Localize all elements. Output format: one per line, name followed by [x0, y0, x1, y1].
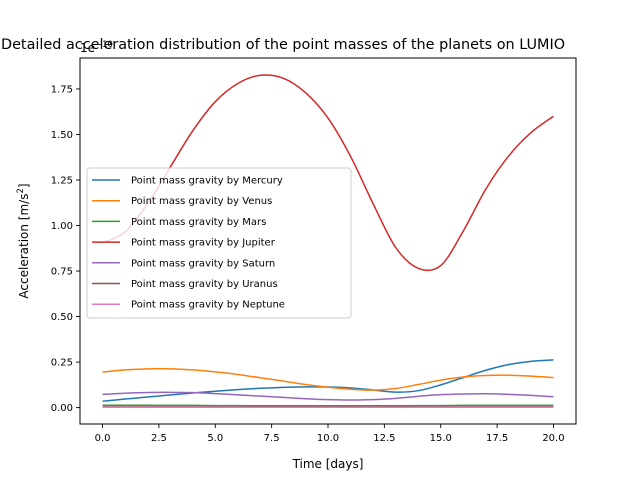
series-line-3: [102, 404, 554, 407]
y-axis-label: Acceleration [m/s2]: [16, 183, 31, 298]
legend-label: Point mass gravity by Mercury: [131, 176, 283, 187]
x-tick-label: 7.5: [264, 433, 280, 444]
y-tick-label: 0.25: [51, 358, 73, 369]
x-axis: 0.0 2.5 5.0 7.5 10.0 12.5 15.0 17.5 20.0: [95, 424, 565, 444]
legend-label: Point mass gravity by Neptune: [131, 300, 285, 311]
series-layer: [102, 74, 554, 408]
x-tick-label: 5.0: [207, 433, 223, 444]
legend-box: [86, 167, 352, 319]
y-tick-label: 0.00: [51, 403, 73, 414]
y-tick-label: 0.50: [51, 312, 73, 323]
y-tick-label: 1.75: [51, 84, 73, 95]
legend-label: Point mass gravity by Mars: [131, 217, 266, 228]
y-tick-label: 1.50: [51, 130, 73, 141]
series-line-4: [102, 74, 554, 272]
x-tick-label: 12.5: [373, 433, 395, 444]
y-tick-label: 1.25: [51, 176, 73, 187]
x-tick-label: 0.0: [95, 433, 111, 444]
legend: Point mass gravity by Mercury Point mass …: [86, 167, 352, 319]
x-tick-label: 2.5: [151, 433, 167, 444]
legend-label: Point mass gravity by Venus: [131, 196, 272, 207]
series-line-2: [102, 367, 554, 391]
x-tick-label: 20.0: [542, 433, 564, 444]
series-line-5: [102, 391, 554, 401]
x-tick-label: 15.0: [430, 433, 452, 444]
chart-title: Detailed acceleration distribution of th…: [1, 37, 565, 53]
x-tick-label: 17.5: [486, 433, 508, 444]
y-axis: 0.00 0.25 0.50 0.75 1.00 1.25 1.50 1.75: [51, 84, 80, 414]
y-offset-text: 1e−10: [80, 40, 113, 55]
y-tick-label: 1.00: [51, 221, 73, 232]
y-tick-label: 0.75: [51, 267, 73, 278]
x-axis-label: Time [days]: [292, 457, 364, 471]
legend-label: Point mass gravity by Saturn: [131, 258, 275, 269]
x-tick-label: 10.0: [317, 433, 339, 444]
legend-label: Point mass gravity by Uranus: [131, 279, 278, 290]
legend-label: Point mass gravity by Jupiter: [131, 238, 276, 249]
